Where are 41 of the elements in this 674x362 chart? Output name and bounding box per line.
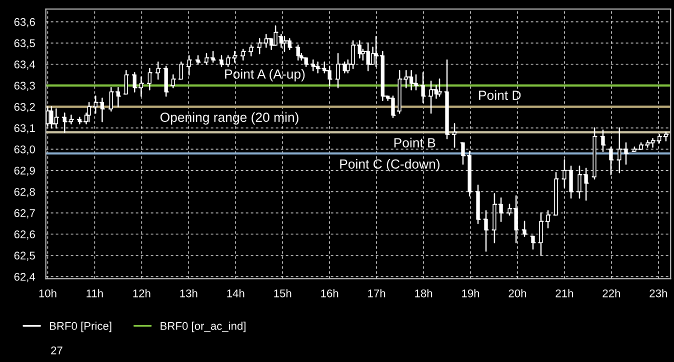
x-tick-label: 16h (321, 289, 338, 298)
x-tick-label: 20h (508, 289, 526, 298)
x-tick-label: 23h (650, 289, 667, 298)
x-tick-label: 17h (368, 289, 386, 298)
candlestick (123, 70, 129, 95)
legend-label: BRF0 [or_ac_ind] (160, 322, 246, 332)
y-tick-label: 63,5 (14, 39, 35, 48)
x-tick-label: 10h (39, 289, 56, 298)
x-tick-label: 15h (274, 289, 292, 298)
x-tick-label: 21h (556, 289, 574, 298)
text: 27 (51, 346, 62, 354)
candlestick (170, 74, 176, 88)
annotation: Point A (A-up) (225, 69, 305, 82)
y-tick-label: 62,7 (14, 209, 35, 218)
candlestick (146, 68, 152, 90)
y-tick-label: 63,2 (14, 103, 35, 112)
x-tick-label: 12h (133, 289, 150, 298)
candlestick (240, 48, 246, 61)
y-tick-label: 62,8 (14, 188, 35, 198)
y-tick-label: 63,1 (14, 124, 35, 134)
x-tick-label: 19h (462, 289, 480, 298)
y-tick-label: 63,6 (14, 18, 35, 28)
y-tick-label: 62,4 (14, 272, 36, 282)
x-tick-label: 18h (415, 289, 432, 298)
x-tick-label: 22h (602, 289, 620, 298)
y-tick-label: 62,9 (14, 166, 35, 176)
y-tick-label: 62,6 (14, 230, 35, 240)
candlestick (436, 78, 442, 97)
annotation: Point D (479, 90, 521, 100)
candlestick (428, 80, 434, 114)
x-tick-label: 13h (180, 289, 198, 298)
y-tick-label: 62,5 (14, 252, 35, 261)
annotation: Point C (C-down) (340, 159, 440, 172)
y-tick-label: 63,4 (14, 60, 36, 70)
y-tick-label: 63,3 (14, 82, 35, 91)
y-tick-label: 63,0 (14, 145, 35, 155)
annotation: Point B (394, 138, 436, 148)
legend-label: BRF0 [Price] (50, 322, 112, 332)
annotation: Opening range (20 min) (160, 112, 298, 125)
x-tick-label: 11h (86, 289, 103, 298)
x-tick-label: 14h (227, 289, 244, 298)
